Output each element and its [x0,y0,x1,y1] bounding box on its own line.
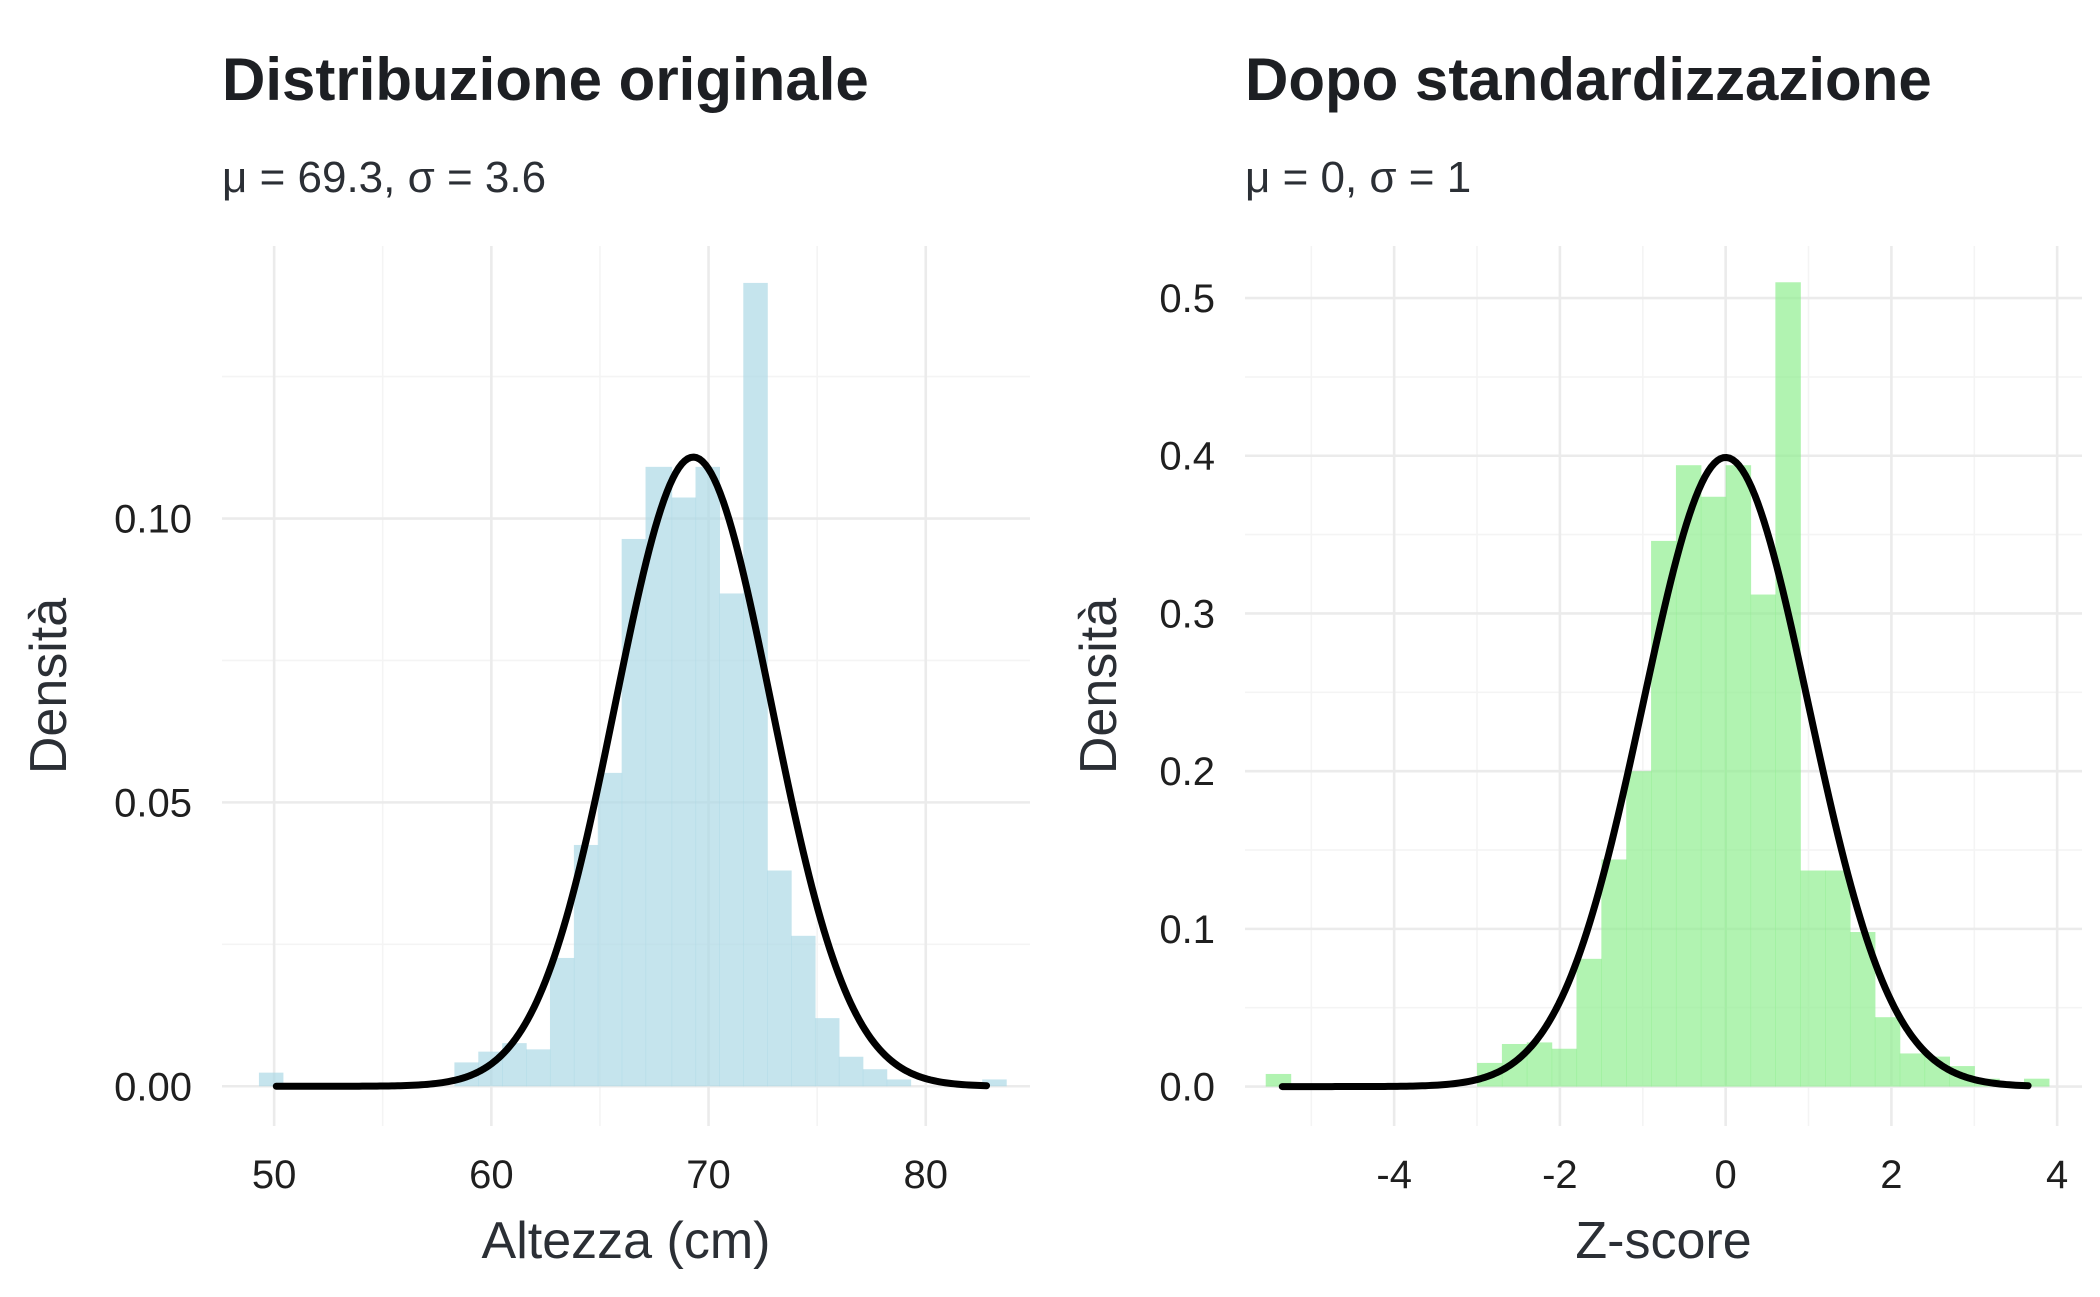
x-tick-label: 0 [1715,1153,1737,1197]
histogram-bar [862,1069,888,1087]
histogram-bar [645,466,673,1087]
x-tick-label: 2 [1880,1153,1902,1197]
chart-title: Dopo standardizzazione [1245,46,1932,113]
histogram-bar [838,1056,864,1087]
histogram-bar [719,593,744,1087]
histogram-bar [767,870,792,1087]
x-tick-label: 80 [903,1153,948,1197]
x-tick-label: 60 [469,1153,514,1197]
x-tick-label: 70 [686,1153,731,1197]
histogram-bar [597,772,623,1087]
y-tick-label: 0.5 [1159,277,1215,321]
y-tick-label: 0.10 [114,498,192,542]
x-tick-label: -2 [1542,1153,1578,1197]
y-tick-label: 0.4 [1159,435,1215,479]
x-axis-title: Altezza (cm) [482,1212,771,1270]
y-axis-title: Densità [1070,598,1128,774]
histogram-bar [1825,870,1851,1087]
histogram-bar [671,497,697,1087]
histogram-bar [814,1018,840,1087]
panel-original-distribution: Distribuzione originale μ = 69.3, σ = 3.… [20,46,1030,1270]
x-tick-labels: -4 -2 0 2 4 [1376,1153,2068,1197]
histogram-bar [1700,496,1727,1087]
histogram-bar [1800,870,1826,1087]
histogram-bar [1874,1017,1901,1087]
y-tick-labels: 0.00 0.05 0.10 [114,498,192,1110]
y-tick-labels: 0.0 0.1 0.2 0.3 0.4 0.5 [1159,277,1215,1110]
histogram-bar [1551,1048,1578,1087]
y-tick-label: 0.05 [114,781,192,825]
x-tick-label: 4 [2046,1153,2068,1197]
y-tick-label: 0.2 [1159,750,1215,794]
histogram-bar [526,1049,551,1087]
y-tick-label: 0.00 [114,1065,192,1109]
histogram-bar [549,957,575,1087]
x-axis-title: Z-score [1575,1212,1751,1270]
y-tick-label: 0.3 [1159,592,1215,636]
panel-standardized-distribution: Dopo standardizzazione μ = 0, σ = 1 -4 -2… [1070,46,2082,1270]
histogram-bar [1601,859,1627,1087]
histogram-bar [1626,771,1652,1087]
histogram-bar [1675,465,1702,1087]
normal-density-curve [1278,453,2032,1091]
histogram-bar [886,1079,912,1087]
histogram-bar [1750,594,1776,1087]
y-axis-title: Densità [20,598,78,774]
histogram-bar [1725,465,1752,1087]
x-tick-label: 50 [252,1153,297,1197]
x-tick-labels: 50 60 70 80 [252,1153,948,1197]
histogram-bars [258,282,1007,1087]
histogram-bar [1899,1053,1926,1087]
x-tick-label: -4 [1376,1153,1412,1197]
histogram-bar [1775,282,1801,1087]
chart-subtitle: μ = 0, σ = 1 [1245,153,1471,202]
y-tick-label: 0.1 [1159,908,1215,952]
histogram-bar [791,935,816,1087]
histogram-bar [982,1079,1007,1087]
histogram-bar [2023,1078,2050,1087]
chart-title: Distribuzione originale [222,46,869,113]
y-tick-label: 0.0 [1159,1066,1215,1110]
histogram-bars [1265,282,2050,1087]
histogram-bar [743,282,768,1087]
histogram-bar [1576,958,1602,1087]
chart-subtitle: μ = 69.3, σ = 3.6 [222,153,546,202]
normal-density-curve [272,453,991,1090]
gridlines [1245,246,2082,1126]
histogram-bar [695,466,720,1087]
